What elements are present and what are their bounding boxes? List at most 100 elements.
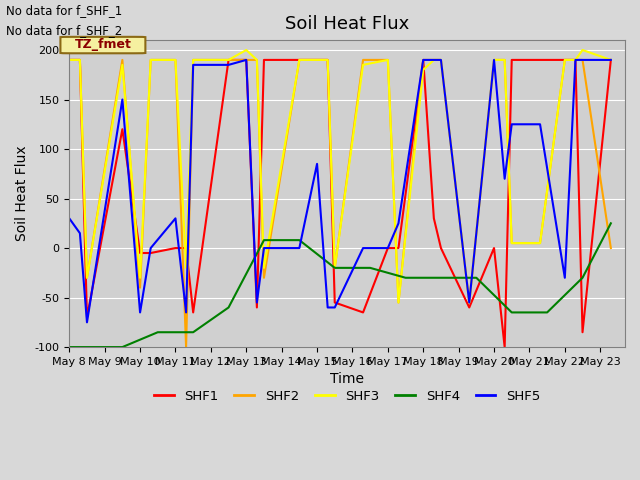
SHF4 — [607, 220, 614, 226]
SHF4 — [154, 329, 162, 335]
SHF2 — [490, 57, 498, 63]
SHF1 — [465, 305, 473, 311]
FancyBboxPatch shape — [60, 37, 145, 53]
SHF3 — [76, 57, 84, 63]
SHF3 — [253, 57, 260, 63]
SHF1 — [331, 300, 339, 305]
SHF5 — [465, 300, 473, 305]
SHF5 — [561, 275, 569, 281]
SHF2 — [189, 57, 197, 63]
SHF3 — [579, 47, 586, 53]
SHF3 — [490, 57, 498, 63]
SHF2 — [225, 57, 232, 63]
SHF2 — [243, 57, 250, 63]
SHF5 — [65, 216, 73, 221]
SHF5 — [419, 57, 427, 63]
SHF1 — [384, 245, 392, 251]
SHF2 — [65, 57, 73, 63]
SHF2 — [313, 57, 321, 63]
SHF5 — [331, 305, 339, 311]
SHF1 — [508, 57, 516, 63]
X-axis label: Time: Time — [330, 372, 364, 386]
SHF5 — [501, 176, 509, 181]
SHF4 — [331, 265, 339, 271]
SHF3 — [296, 57, 303, 63]
SHF5 — [359, 245, 367, 251]
SHF2 — [579, 57, 586, 63]
SHF5 — [490, 57, 498, 63]
Y-axis label: Soil Heat Flux: Soil Heat Flux — [15, 146, 29, 241]
SHF5 — [147, 245, 154, 251]
SHF4 — [366, 265, 374, 271]
Text: No data for f_SHF_2: No data for f_SHF_2 — [6, 24, 123, 36]
SHF1 — [490, 245, 498, 251]
SHF5 — [76, 230, 84, 236]
SHF3 — [136, 275, 144, 281]
SHF4 — [260, 237, 268, 243]
SHF5 — [260, 245, 268, 251]
SHF5 — [225, 62, 232, 68]
SHF2 — [572, 57, 579, 63]
SHF3 — [359, 62, 367, 68]
SHF5 — [182, 310, 190, 315]
SHF2 — [172, 57, 179, 63]
SHF3 — [395, 300, 403, 305]
SHF1 — [561, 57, 569, 63]
SHF4 — [225, 305, 232, 311]
SHF1 — [76, 57, 84, 63]
SHF4 — [83, 344, 91, 350]
SHF2 — [359, 57, 367, 63]
Line: SHF4: SHF4 — [69, 223, 611, 347]
SHF1 — [607, 57, 614, 63]
SHF3 — [430, 57, 438, 63]
SHF1 — [501, 344, 509, 350]
SHF5 — [536, 121, 544, 127]
SHF5 — [607, 57, 614, 63]
SHF4 — [402, 275, 410, 281]
SHF4 — [508, 310, 516, 315]
SHF3 — [182, 265, 190, 271]
SHF1 — [172, 245, 179, 251]
SHF4 — [579, 275, 586, 281]
SHF3 — [501, 57, 509, 63]
SHF2 — [607, 245, 614, 251]
SHF1 — [118, 126, 126, 132]
SHF1 — [313, 57, 321, 63]
SHF3 — [324, 57, 332, 63]
SHF3 — [243, 47, 250, 53]
SHF1 — [395, 245, 403, 251]
SHF4 — [65, 344, 73, 350]
SHF5 — [508, 121, 516, 127]
SHF1 — [359, 310, 367, 315]
SHF3 — [172, 57, 179, 63]
SHF3 — [561, 57, 569, 63]
SHF5 — [384, 245, 392, 251]
SHF4 — [437, 275, 445, 281]
SHF5 — [395, 220, 403, 226]
SHF3 — [536, 240, 544, 246]
SHF2 — [430, 57, 438, 63]
SHF5 — [437, 57, 445, 63]
SHF2 — [147, 57, 154, 63]
SHF2 — [331, 265, 339, 271]
SHF4 — [189, 329, 197, 335]
SHF4 — [472, 275, 480, 281]
SHF1 — [430, 216, 438, 221]
SHF3 — [147, 57, 154, 63]
SHF2 — [395, 300, 403, 305]
SHF3 — [225, 57, 232, 63]
SHF5 — [579, 57, 586, 63]
SHF3 — [313, 57, 321, 63]
Line: SHF2: SHF2 — [69, 60, 611, 347]
SHF4 — [543, 310, 551, 315]
SHF2 — [253, 57, 260, 63]
SHF1 — [136, 250, 144, 256]
SHF3 — [465, 300, 473, 305]
SHF1 — [182, 245, 190, 251]
SHF1 — [536, 57, 544, 63]
SHF3 — [260, 265, 268, 271]
SHF1 — [260, 57, 268, 63]
SHF1 — [225, 57, 232, 63]
SHF5 — [172, 216, 179, 221]
SHF4 — [296, 237, 303, 243]
